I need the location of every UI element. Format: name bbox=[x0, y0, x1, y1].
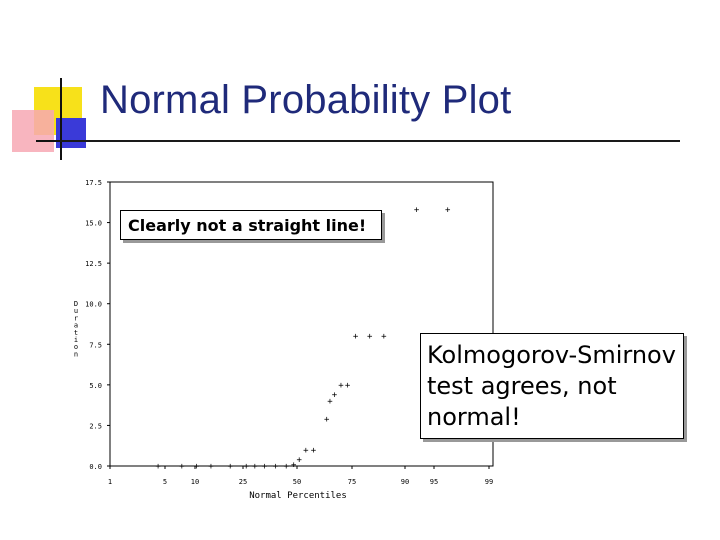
data-point: + bbox=[244, 462, 250, 472]
data-point: + bbox=[414, 206, 420, 216]
red-square-decoration bbox=[12, 110, 54, 152]
x-axis-label: Normal Percentiles bbox=[249, 491, 347, 501]
data-point: + bbox=[327, 397, 333, 407]
data-point: + bbox=[273, 462, 279, 472]
data-point: + bbox=[303, 446, 309, 456]
callout-not-straight-line: Clearly not a straight line! bbox=[120, 210, 382, 240]
y-tick-label: 5.0 bbox=[89, 382, 102, 390]
x-tick-label: 25 bbox=[239, 478, 247, 486]
data-point: + bbox=[353, 332, 359, 342]
data-point: + bbox=[283, 462, 289, 472]
y-tick-label: 2.5 bbox=[89, 422, 102, 430]
y-axis-label-char: n bbox=[74, 350, 78, 358]
y-axis-label-char: u bbox=[74, 307, 78, 315]
data-point: + bbox=[262, 462, 268, 472]
y-axis-label-char: a bbox=[74, 322, 78, 330]
vertical-line-decoration bbox=[60, 78, 62, 160]
x-tick-label: 10 bbox=[191, 478, 199, 486]
data-point: + bbox=[445, 206, 451, 216]
y-axis-label-char: i bbox=[74, 336, 78, 344]
data-point: + bbox=[194, 462, 200, 472]
data-point: + bbox=[332, 391, 338, 401]
x-tick-label: 50 bbox=[293, 478, 301, 486]
slide-decoration bbox=[0, 0, 100, 170]
slide-title: Normal Probability Plot bbox=[100, 78, 512, 122]
data-point: + bbox=[324, 415, 330, 425]
data-point: + bbox=[227, 462, 233, 472]
x-tick-label: 95 bbox=[430, 478, 438, 486]
data-point: + bbox=[252, 462, 258, 472]
data-point: + bbox=[179, 462, 185, 472]
callout-ks-test: Kolmogorov-Smirnov test agrees, not norm… bbox=[420, 333, 684, 439]
data-point: + bbox=[296, 456, 302, 466]
data-point: + bbox=[208, 462, 214, 472]
y-axis-label-char: o bbox=[74, 343, 78, 351]
x-tick-label: 99 bbox=[485, 478, 493, 486]
data-point: + bbox=[338, 381, 344, 391]
x-tick-label: 1 bbox=[108, 478, 112, 486]
y-tick-label: 7.5 bbox=[89, 341, 102, 349]
y-axis-label-char: D bbox=[74, 300, 78, 308]
y-axis-label-char: t bbox=[74, 329, 78, 337]
y-tick-label: 17.5 bbox=[85, 179, 102, 187]
axes-group: 0.0 2.5 5.0 7.5 10.0 12.5 15.0 17.5 1 5 10 25 50 75 90… bbox=[85, 179, 494, 486]
y-tick-label: 12.5 bbox=[85, 260, 102, 268]
data-point: + bbox=[345, 381, 351, 391]
data-point: + bbox=[155, 462, 161, 472]
y-tick-label: 10.0 bbox=[85, 301, 102, 309]
data-point: + bbox=[367, 332, 373, 342]
x-tick-label: 5 bbox=[163, 478, 167, 486]
x-tick-label: 90 bbox=[401, 478, 409, 486]
title-underline bbox=[60, 140, 680, 142]
data-point: + bbox=[291, 460, 297, 470]
y-tick-label: 15.0 bbox=[85, 220, 102, 228]
y-axis-label-char: r bbox=[74, 314, 78, 322]
x-tick-label: 75 bbox=[348, 478, 356, 486]
points-group: + + + + + + + + + + + ++ +++++ ++ + ++ + bbox=[155, 206, 451, 472]
plot-frame bbox=[109, 181, 494, 467]
data-point: + bbox=[381, 332, 387, 342]
data-point: + bbox=[311, 446, 317, 456]
y-tick-label: 0.0 bbox=[89, 463, 102, 471]
